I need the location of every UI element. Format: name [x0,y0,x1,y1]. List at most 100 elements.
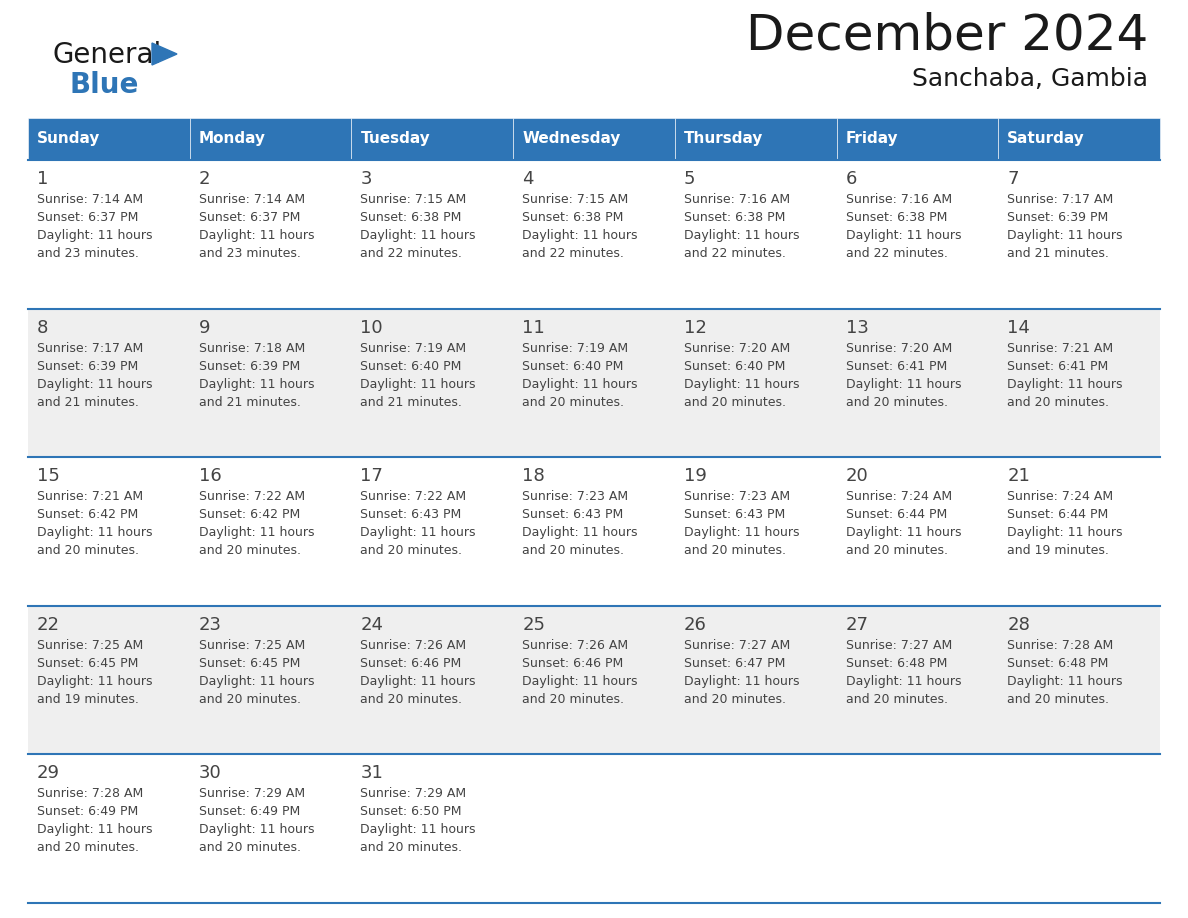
Bar [190,755,352,903]
Text: Daylight: 11 hours: Daylight: 11 hours [846,526,961,539]
Text: and 20 minutes.: and 20 minutes. [198,842,301,855]
Text: Sunrise: 7:14 AM: Sunrise: 7:14 AM [37,193,143,206]
Text: Sunset: 6:48 PM: Sunset: 6:48 PM [846,656,947,670]
Text: and 20 minutes.: and 20 minutes. [684,396,785,409]
Text: Daylight: 11 hours: Daylight: 11 hours [37,377,152,390]
Text: Sunrise: 7:22 AM: Sunrise: 7:22 AM [360,490,467,503]
Bar [998,118,1159,160]
Text: Daylight: 11 hours: Daylight: 11 hours [360,229,476,242]
Text: Sanchaba, Gambia: Sanchaba, Gambia [912,67,1148,91]
Text: 16: 16 [198,467,221,486]
Text: Sunrise: 7:29 AM: Sunrise: 7:29 AM [360,788,467,800]
Text: Daylight: 11 hours: Daylight: 11 hours [684,377,800,390]
Bar [29,118,190,160]
Bar [190,606,352,755]
Text: 5: 5 [684,170,695,188]
Text: and 20 minutes.: and 20 minutes. [37,544,139,557]
Polygon shape [152,43,177,65]
Text: Sunrise: 7:17 AM: Sunrise: 7:17 AM [1007,193,1113,206]
Text: Sunset: 6:38 PM: Sunset: 6:38 PM [360,211,462,224]
Bar [998,755,1159,903]
Text: Sunset: 6:45 PM: Sunset: 6:45 PM [198,656,301,670]
Text: 22: 22 [37,616,61,633]
Text: Daylight: 11 hours: Daylight: 11 hours [198,526,314,539]
Bar [998,308,1159,457]
Text: and 20 minutes.: and 20 minutes. [360,544,462,557]
Text: 18: 18 [523,467,545,486]
Text: December 2024: December 2024 [746,12,1148,60]
Text: Sunset: 6:48 PM: Sunset: 6:48 PM [1007,656,1108,670]
Bar [998,160,1159,308]
Text: and 21 minutes.: and 21 minutes. [198,396,301,409]
Text: 6: 6 [846,170,857,188]
Bar [836,755,998,903]
Text: Sunrise: 7:17 AM: Sunrise: 7:17 AM [37,341,144,354]
Text: Blue: Blue [70,71,139,99]
Bar [352,160,513,308]
Text: 13: 13 [846,319,868,337]
Bar [675,755,836,903]
Text: Sunset: 6:43 PM: Sunset: 6:43 PM [360,509,462,521]
Text: and 22 minutes.: and 22 minutes. [360,247,462,260]
Text: 4: 4 [523,170,533,188]
Text: Sunset: 6:38 PM: Sunset: 6:38 PM [684,211,785,224]
Text: Daylight: 11 hours: Daylight: 11 hours [684,526,800,539]
Bar [675,606,836,755]
Text: Sunset: 6:40 PM: Sunset: 6:40 PM [360,360,462,373]
Text: and 20 minutes.: and 20 minutes. [523,544,624,557]
Text: Sunset: 6:46 PM: Sunset: 6:46 PM [360,656,462,670]
Text: and 23 minutes.: and 23 minutes. [37,247,139,260]
Text: Daylight: 11 hours: Daylight: 11 hours [360,377,476,390]
Text: Friday: Friday [846,131,898,147]
Text: Sunrise: 7:15 AM: Sunrise: 7:15 AM [523,193,628,206]
Text: Daylight: 11 hours: Daylight: 11 hours [37,823,152,836]
Text: Daylight: 11 hours: Daylight: 11 hours [1007,229,1123,242]
Text: and 20 minutes.: and 20 minutes. [684,693,785,706]
Text: and 20 minutes.: and 20 minutes. [523,396,624,409]
Text: Sunset: 6:39 PM: Sunset: 6:39 PM [1007,211,1108,224]
Bar [998,457,1159,606]
Text: Daylight: 11 hours: Daylight: 11 hours [684,675,800,688]
Text: 9: 9 [198,319,210,337]
Bar [352,118,513,160]
Bar [352,308,513,457]
Text: and 20 minutes.: and 20 minutes. [846,544,948,557]
Text: 23: 23 [198,616,222,633]
Text: Sunset: 6:37 PM: Sunset: 6:37 PM [198,211,301,224]
Text: and 19 minutes.: and 19 minutes. [37,693,139,706]
Text: Sunset: 6:45 PM: Sunset: 6:45 PM [37,656,138,670]
Text: 8: 8 [37,319,49,337]
Text: Sunset: 6:41 PM: Sunset: 6:41 PM [846,360,947,373]
Text: and 20 minutes.: and 20 minutes. [846,693,948,706]
Text: and 22 minutes.: and 22 minutes. [684,247,785,260]
Bar [29,308,190,457]
Bar [675,160,836,308]
Text: Daylight: 11 hours: Daylight: 11 hours [846,377,961,390]
Text: 7: 7 [1007,170,1019,188]
Text: Sunset: 6:39 PM: Sunset: 6:39 PM [198,360,299,373]
Text: Sunrise: 7:21 AM: Sunrise: 7:21 AM [1007,341,1113,354]
Text: Sunset: 6:46 PM: Sunset: 6:46 PM [523,656,624,670]
Bar [352,457,513,606]
Text: Sunrise: 7:27 AM: Sunrise: 7:27 AM [846,639,952,652]
Text: Daylight: 11 hours: Daylight: 11 hours [198,823,314,836]
Text: and 20 minutes.: and 20 minutes. [1007,693,1110,706]
Text: Sunrise: 7:26 AM: Sunrise: 7:26 AM [523,639,628,652]
Text: and 20 minutes.: and 20 minutes. [523,693,624,706]
Text: and 23 minutes.: and 23 minutes. [198,247,301,260]
Text: Daylight: 11 hours: Daylight: 11 hours [360,526,476,539]
Text: Sunset: 6:43 PM: Sunset: 6:43 PM [684,509,785,521]
Text: Sunset: 6:47 PM: Sunset: 6:47 PM [684,656,785,670]
Bar [836,308,998,457]
Text: Daylight: 11 hours: Daylight: 11 hours [523,377,638,390]
Text: Sunrise: 7:24 AM: Sunrise: 7:24 AM [1007,490,1113,503]
Text: Sunrise: 7:27 AM: Sunrise: 7:27 AM [684,639,790,652]
Text: Sunrise: 7:24 AM: Sunrise: 7:24 AM [846,490,952,503]
Text: Saturday: Saturday [1007,131,1085,147]
Bar [675,118,836,160]
Bar [190,308,352,457]
Bar [190,457,352,606]
Bar [29,755,190,903]
Text: Sunset: 6:44 PM: Sunset: 6:44 PM [1007,509,1108,521]
Text: 20: 20 [846,467,868,486]
